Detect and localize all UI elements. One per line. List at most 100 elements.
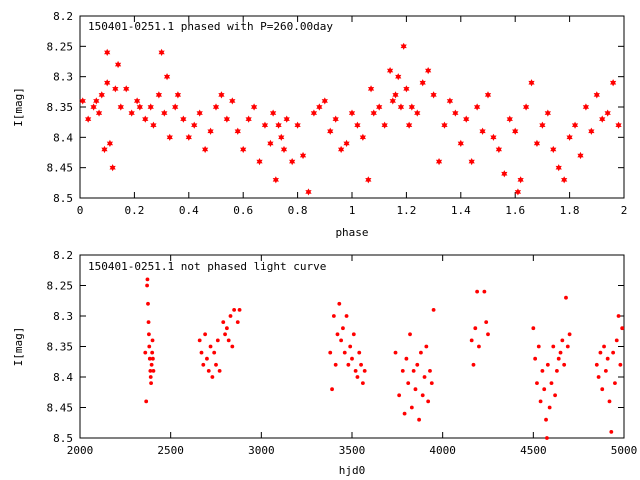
data-point (341, 326, 345, 331)
data-point (490, 133, 497, 141)
data-point (114, 60, 122, 69)
data-point (149, 362, 154, 367)
y-axis-label: I[mag] (12, 87, 25, 127)
data-point (342, 350, 347, 355)
data-point (348, 109, 356, 117)
data-point (598, 350, 603, 355)
data-point (415, 362, 420, 367)
data-point (615, 121, 622, 129)
data-point (339, 338, 344, 343)
data-point (565, 344, 570, 349)
data-point (604, 109, 611, 117)
data-point (540, 369, 545, 373)
data-point (147, 344, 152, 349)
data-point (381, 121, 388, 129)
data-point (143, 350, 148, 355)
data-point (346, 362, 351, 367)
data-point (226, 338, 231, 343)
y-axis-label: I[mag] (12, 327, 25, 367)
data-point (613, 381, 617, 385)
data-point (400, 369, 405, 373)
data-point (484, 320, 489, 324)
x-tick-label: 2500 (157, 444, 184, 457)
data-point (538, 399, 543, 404)
data-point (607, 399, 612, 404)
data-point (562, 362, 567, 367)
data-point (256, 158, 263, 166)
data-point (206, 369, 211, 373)
data-point (224, 326, 229, 331)
data-point (289, 158, 296, 166)
data-point (566, 133, 573, 141)
data-point (551, 344, 556, 349)
data-point (446, 97, 454, 105)
data-point (610, 79, 617, 87)
data-point (223, 115, 230, 123)
data-point (468, 158, 475, 166)
data-point (463, 115, 470, 123)
data-point (228, 314, 233, 318)
data-point (403, 85, 410, 93)
data-point (482, 289, 487, 294)
data-point (283, 115, 290, 123)
data-point (593, 91, 600, 99)
y-tick-label: 8.5 (53, 432, 73, 445)
data-point (98, 91, 105, 99)
data-point (148, 369, 153, 373)
data-point (365, 176, 372, 184)
x-tick-label: 0 (77, 204, 84, 217)
data-point (104, 79, 111, 87)
data-point (150, 356, 155, 361)
data-point (544, 109, 551, 117)
data-point (594, 362, 599, 367)
data-point (424, 344, 429, 349)
data-point (474, 103, 481, 111)
plot-title: 150401-0251.1 phased with P=260.00day (88, 20, 333, 33)
y-tick-label: 8.5 (53, 192, 73, 205)
data-point (146, 301, 150, 306)
data-point (79, 97, 86, 105)
data-point (544, 417, 548, 422)
data-point (457, 139, 464, 147)
data-point (469, 338, 474, 343)
data-point (185, 133, 192, 141)
data-point (316, 103, 323, 111)
data-point (229, 97, 236, 105)
data-point (203, 332, 208, 337)
data-point (245, 115, 252, 123)
data-point (201, 362, 206, 367)
data-point (535, 381, 539, 385)
data-point (355, 375, 360, 379)
data-point (90, 103, 97, 111)
data-point (428, 369, 432, 373)
data-point (163, 73, 171, 81)
data-point (147, 332, 151, 337)
data-point (305, 188, 312, 196)
data-point (406, 121, 413, 129)
data-point (609, 430, 614, 434)
y-tick-label: 8.35 (47, 101, 74, 114)
data-point (294, 121, 301, 129)
panel-2: 2000 2500 3000 3500 4000 4500 5000 8.2 8.25 8.3 8.… (12, 249, 637, 477)
data-point (250, 103, 258, 111)
data-point (348, 344, 353, 349)
data-point (104, 48, 111, 56)
data-point (553, 393, 557, 398)
data-point (605, 356, 610, 361)
data-point (413, 387, 418, 392)
data-point (333, 362, 338, 367)
x-tick-label: 5000 (611, 444, 638, 457)
data-point (150, 350, 155, 355)
data-point (614, 338, 619, 343)
data-point (210, 375, 215, 379)
data-point (550, 145, 557, 154)
data-point (128, 109, 135, 117)
data-point (351, 332, 356, 337)
data-point (109, 164, 116, 172)
data-point (514, 188, 522, 196)
data-point (360, 381, 365, 385)
data-point (484, 91, 492, 99)
data-point (397, 103, 405, 111)
y-tick-label: 8.2 (53, 249, 73, 262)
data-point (202, 145, 209, 154)
